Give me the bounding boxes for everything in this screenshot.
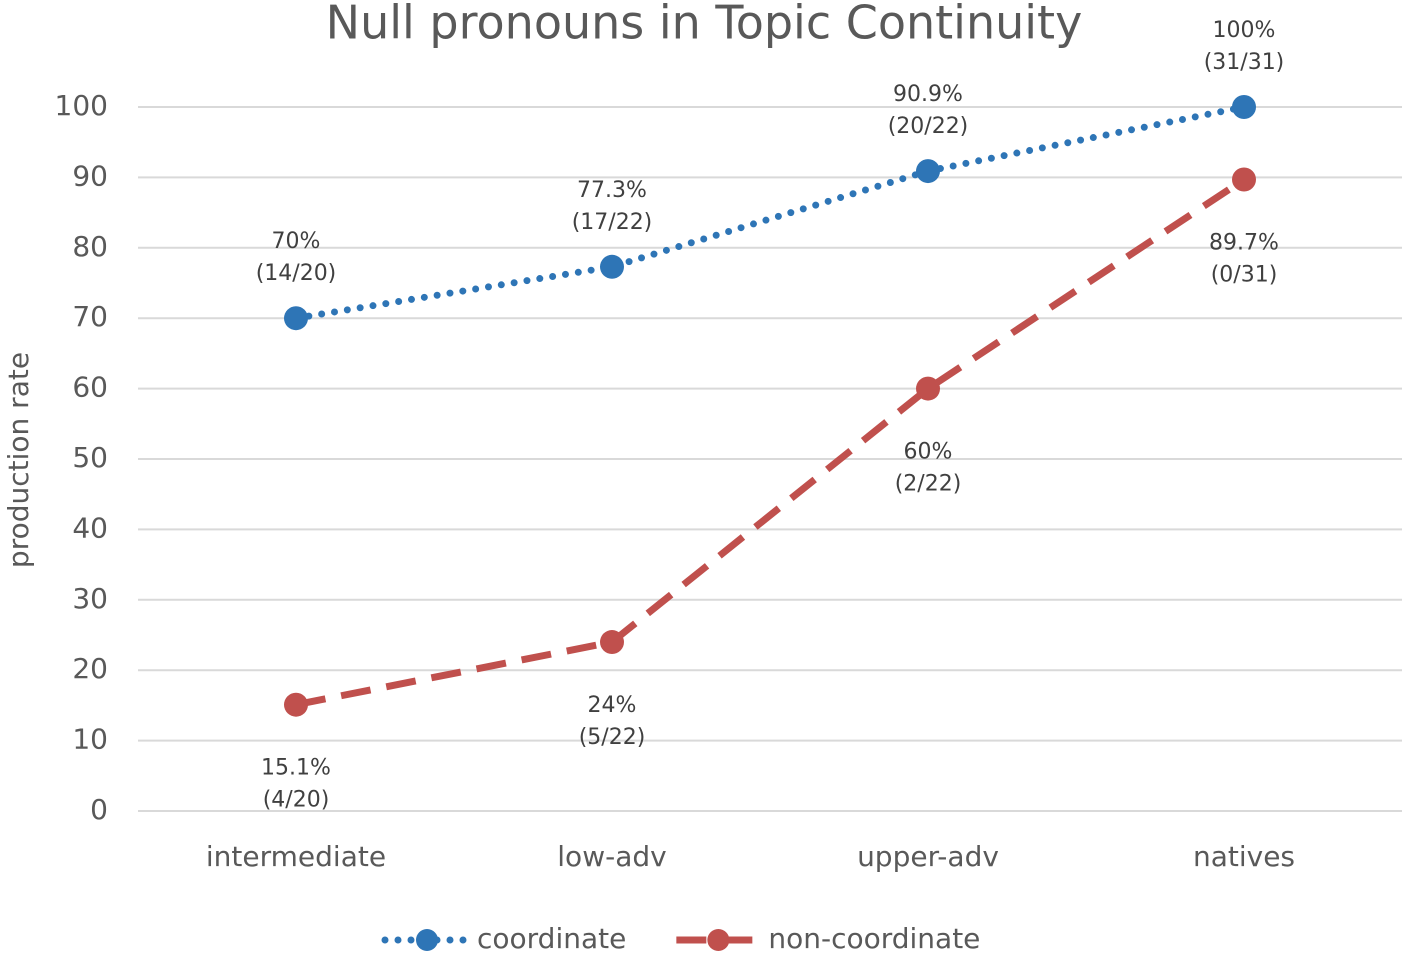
x-tick-label: natives xyxy=(1193,840,1295,873)
legend-marker xyxy=(707,929,730,951)
data-label-count: (14/20) xyxy=(256,261,337,286)
series-line xyxy=(292,103,1248,322)
y-tick-label: 10 xyxy=(72,723,108,756)
data-label: 60% xyxy=(904,440,953,465)
data-label-count: (20/22) xyxy=(888,114,969,139)
data-label-count: (4/20) xyxy=(263,788,330,813)
marker xyxy=(1232,95,1256,119)
x-tick-label: low-adv xyxy=(557,840,666,873)
series-line xyxy=(295,176,1246,709)
marker xyxy=(916,376,940,401)
y-tick-label: 60 xyxy=(72,371,108,404)
legend-label: coordinate xyxy=(477,922,626,954)
legend-marker xyxy=(416,929,438,951)
y-tick-label: 20 xyxy=(72,652,108,685)
y-tick-label: 30 xyxy=(72,582,108,615)
marker xyxy=(600,254,624,279)
data-label-count: (5/22) xyxy=(579,725,646,750)
x-tick-label: upper-adv xyxy=(857,840,999,873)
data-label: 100% xyxy=(1213,18,1276,43)
data-label: 15.1% xyxy=(261,756,331,781)
data-label-count: (0/31) xyxy=(1211,263,1278,288)
data-label-count: (2/22) xyxy=(895,472,962,497)
marker xyxy=(600,630,624,655)
y-tick-label: 100 xyxy=(55,89,108,122)
chart-title: Null pronouns in Topic Continuity xyxy=(326,0,1083,50)
y-tick-label: 90 xyxy=(72,159,108,192)
data-label: 77.3% xyxy=(577,178,647,203)
y-tick-label: 40 xyxy=(72,511,108,544)
y-tick-label: 80 xyxy=(72,230,108,263)
y-axis-label: production rate xyxy=(2,352,35,568)
marker xyxy=(1232,167,1256,192)
marker xyxy=(284,692,308,717)
marker xyxy=(284,306,308,331)
data-label-count: (31/31) xyxy=(1204,50,1285,75)
data-label-count: (17/22) xyxy=(572,210,653,235)
marker xyxy=(916,159,940,184)
y-tick-label: 50 xyxy=(72,441,108,474)
x-tick-label: intermediate xyxy=(206,840,386,873)
data-label: 70% xyxy=(272,229,321,254)
y-tick-label: 70 xyxy=(72,300,108,333)
data-label: 24% xyxy=(588,693,637,718)
y-tick-label: 0 xyxy=(90,793,108,826)
data-label: 89.7% xyxy=(1209,231,1279,256)
data-label: 90.9% xyxy=(893,82,963,107)
legend-label: non-coordinate xyxy=(768,922,980,954)
